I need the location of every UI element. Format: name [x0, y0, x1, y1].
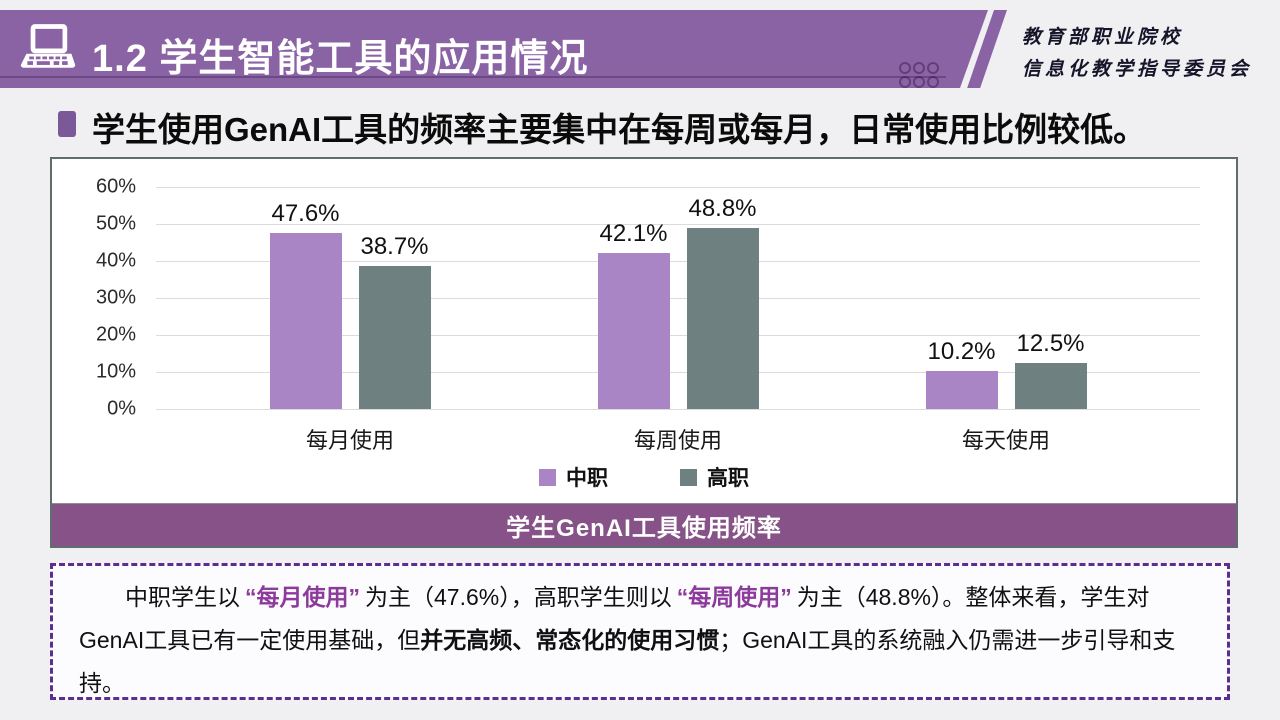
gridline [156, 334, 1200, 336]
legend-item: 中职 [539, 462, 608, 492]
header-decorative-line [0, 76, 946, 78]
bar-column: 10.2% [925, 187, 998, 409]
y-axis: 60% 50% 40% 30% 20% 10% 0% [82, 176, 144, 420]
header-ornament [898, 61, 950, 89]
summary-part: ；GenAI工具的系统融入仍需进一步引导和支持。 [79, 627, 1176, 696]
summary-part: 中职学生以 [125, 584, 240, 610]
bar-group: 42.1% 48.8% 每周使用 [597, 187, 759, 453]
header-band [0, 10, 988, 88]
bar-value-label: 48.8% [688, 195, 757, 223]
subtitle-bullet-icon [58, 111, 76, 137]
y-axis-tick: 50% [95, 212, 136, 235]
subtitle-row: 学生使用GenAI工具的频率主要集中在每周或每月，日常使用比例较低。 [58, 103, 1146, 151]
gridline [156, 409, 1200, 410]
bar-value-label: 12.5% [1016, 329, 1085, 357]
chart-legend: 中职 高职 [52, 462, 1236, 492]
bar-value-label: 42.1% [599, 220, 668, 248]
legend-swatch [539, 468, 556, 486]
legend-item: 高职 [680, 462, 749, 492]
bar-column: 48.8% [686, 187, 759, 409]
bar-group: 10.2% 12.5% 每天使用 [925, 187, 1087, 453]
gridline [156, 298, 1200, 299]
bar-groups: 47.6% 38.7% 每月使用 42.1% 48.8% 每周使用 10.2% 12.5% 每天… [156, 187, 1200, 453]
summary-highlight-weekly: “每周使用” [676, 584, 792, 610]
subtitle-text: 学生使用GenAI工具的频率主要集中在每周或每月，日常使用比例较低。 [92, 111, 1147, 148]
chart-title-band: 学生GenAI工具使用频率 [52, 503, 1236, 546]
y-axis-tick: 60% [95, 175, 136, 198]
y-axis-tick: 40% [95, 249, 136, 272]
bar-高职 [1014, 362, 1087, 409]
category-label: 每周使用 [633, 428, 722, 453]
bar-高职 [686, 228, 759, 409]
bar-中职 [597, 253, 670, 409]
bar-value-label: 38.7% [360, 232, 429, 260]
summary-highlight-monthly: “每月使用” [245, 584, 360, 610]
category-label: 每天使用 [961, 428, 1050, 453]
gridline [156, 372, 1200, 373]
bar-中职 [269, 232, 342, 409]
summary-box: 中职学生以 “每月使用” 为主（47.6%），高职学生则以 “每周使用” 为主（48.8… [50, 563, 1230, 700]
organization-line2: 信息化教学指导委员会 [1022, 59, 1253, 80]
bar-group: 47.6% 38.7% 每月使用 [269, 187, 431, 453]
organization-text: 教育部职业院校 信息化教学指导委员会 [1022, 22, 1278, 86]
bar-中职 [925, 371, 998, 409]
legend-label: 高职 [707, 467, 749, 490]
summary-text: 中职学生以 “每月使用” 为主（47.6%），高职学生则以 “每周使用” 为主（48.8… [79, 576, 1201, 705]
summary-part: 为主（47.6%），高职学生则以 [365, 584, 672, 610]
bar-column: 47.6% [269, 187, 342, 409]
chart-card: 60% 50% 40% 30% 20% 10% 0% 47.6% 38.7% 每月使用 42.1%… [50, 157, 1238, 548]
bar-value-label: 47.6% [271, 199, 340, 227]
y-axis-tick: 20% [95, 323, 136, 346]
bar-高职 [358, 265, 431, 409]
summary-part: 为主（48.8%）。整体来看，学生对GenAI工具已有一定使用基础，但 [79, 584, 1150, 653]
bar-column: 42.1% [597, 187, 670, 409]
legend-swatch [680, 468, 697, 486]
legend-label: 中职 [566, 467, 608, 490]
category-label: 每月使用 [305, 428, 394, 453]
y-axis-tick: 10% [95, 360, 136, 383]
y-axis-tick: 0% [107, 397, 136, 420]
bar-column: 38.7% [358, 187, 431, 409]
plot-area: 47.6% 38.7% 每月使用 42.1% 48.8% 每周使用 10.2% 12.5% 每天… [156, 187, 1200, 453]
bar-column: 12.5% [1014, 187, 1087, 409]
gridline [156, 260, 1200, 262]
laptop-icon [18, 22, 78, 76]
organization-line1: 教育部职业院校 [1022, 27, 1184, 48]
summary-bold-phrase: 并无高频、常态化的使用习惯 [420, 627, 720, 653]
bar-value-label: 10.2% [927, 338, 996, 366]
gridline [156, 187, 1200, 188]
page-title: 1.2 学生智能工具的应用情况 [92, 38, 589, 80]
y-axis-tick: 30% [95, 286, 136, 309]
gridline [156, 223, 1200, 225]
